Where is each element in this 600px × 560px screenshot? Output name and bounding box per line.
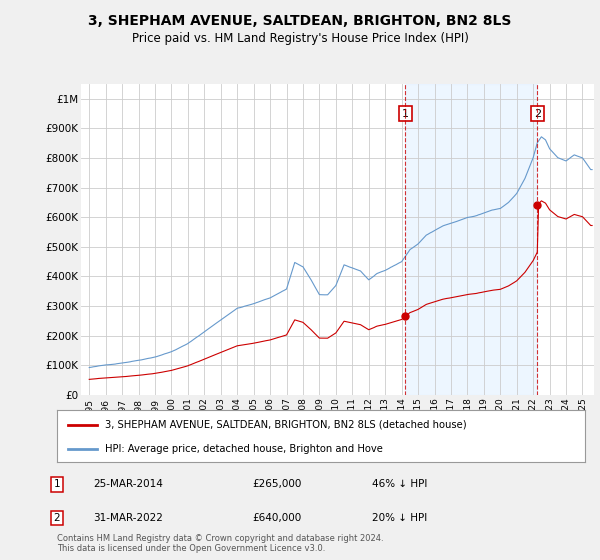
Text: 2: 2 (53, 513, 61, 523)
Text: Contains HM Land Registry data © Crown copyright and database right 2024.
This d: Contains HM Land Registry data © Crown c… (57, 534, 383, 553)
Text: 3, SHEPHAM AVENUE, SALTDEAN, BRIGHTON, BN2 8LS: 3, SHEPHAM AVENUE, SALTDEAN, BRIGHTON, B… (88, 14, 512, 28)
Text: 20% ↓ HPI: 20% ↓ HPI (372, 513, 427, 523)
Text: HPI: Average price, detached house, Brighton and Hove: HPI: Average price, detached house, Brig… (104, 444, 382, 454)
Text: 25-MAR-2014: 25-MAR-2014 (93, 479, 163, 489)
Text: £265,000: £265,000 (252, 479, 301, 489)
Text: 1: 1 (402, 109, 409, 119)
Text: 31-MAR-2022: 31-MAR-2022 (93, 513, 163, 523)
Text: £640,000: £640,000 (252, 513, 301, 523)
Text: 46% ↓ HPI: 46% ↓ HPI (372, 479, 427, 489)
Text: 1: 1 (53, 479, 61, 489)
Bar (406, 84, 537, 395)
Text: 3, SHEPHAM AVENUE, SALTDEAN, BRIGHTON, BN2 8LS (detached house): 3, SHEPHAM AVENUE, SALTDEAN, BRIGHTON, B… (104, 420, 466, 430)
Text: 2: 2 (534, 109, 541, 119)
Text: Price paid vs. HM Land Registry's House Price Index (HPI): Price paid vs. HM Land Registry's House … (131, 32, 469, 45)
